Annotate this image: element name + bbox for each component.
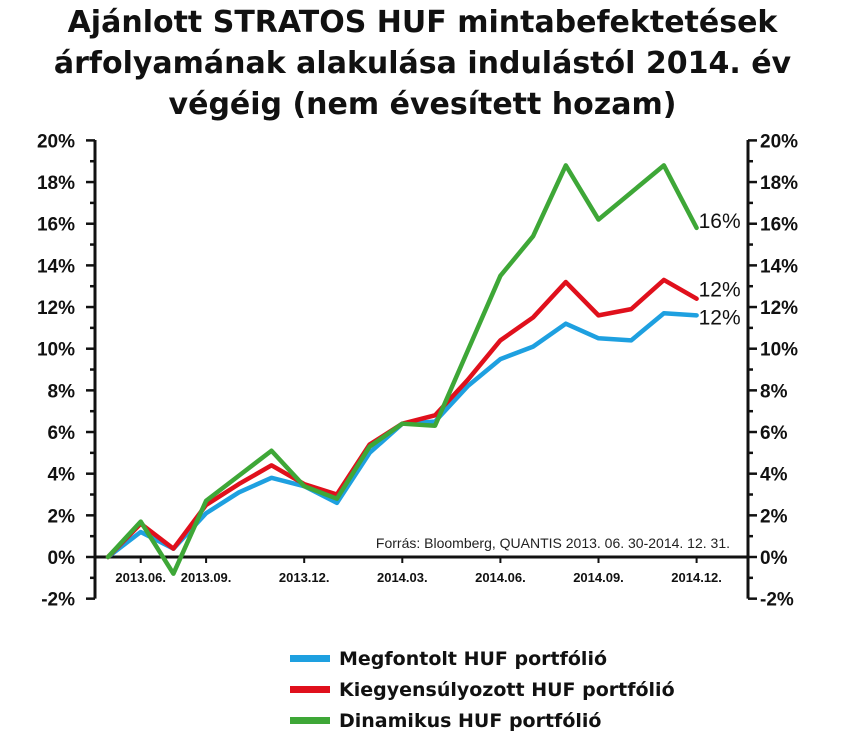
y-tick-label-left: 16% bbox=[37, 215, 75, 236]
legend-item-dinamikus: Dinamikus HUF portfólió bbox=[290, 705, 675, 736]
legend-swatch-megfontolt bbox=[290, 655, 330, 662]
y-tick-label-right: 2% bbox=[760, 506, 788, 527]
y-tick-label-left: 0% bbox=[48, 548, 76, 569]
y-axis-right-ticks: 20% 18% 16% 14% 12% 10% 8% 6% 4% 2% 0% -2% bbox=[748, 131, 798, 611]
y-tick-label-left: 2% bbox=[48, 506, 76, 527]
x-axis-ticks: 2013.06. 2013.09. 2013.12. 2014.03. 2014.06.… bbox=[115, 557, 722, 585]
series-end-label-dinamikus: 16% bbox=[699, 210, 741, 233]
series-end-labels: 12% 12% 16% bbox=[699, 210, 741, 329]
legend-label-dinamikus: Dinamikus HUF portfólió bbox=[339, 709, 602, 732]
y-tick-label-right: 4% bbox=[760, 465, 788, 486]
y-tick-label-left: -2% bbox=[41, 590, 75, 611]
y-tick-label-right: 16% bbox=[760, 215, 798, 236]
series-end-label-megfontolt: 12% bbox=[699, 306, 741, 329]
y-tick-label-right: 20% bbox=[760, 131, 798, 152]
chart-legend: Megfontolt HUF portfólió Kiegyensúlyozot… bbox=[290, 643, 675, 736]
legend-swatch-kiegyensulyozott bbox=[290, 686, 330, 693]
y-axis-left-ticks: 20% 18% 16% 14% 12% 10% 8% 6% 4% 2% 0% -2% bbox=[37, 131, 95, 611]
series-end-label-kiegyensulyozott: 12% bbox=[699, 279, 741, 302]
legend-swatch-dinamikus bbox=[290, 717, 330, 724]
y-tick-label-left: 8% bbox=[48, 381, 76, 402]
y-tick-label-left: 14% bbox=[37, 256, 75, 277]
chart-title-line-3: végéig (nem évesített hozam) bbox=[168, 87, 677, 122]
source-note: Forrás: Bloomberg, QUANTIS 2013. 06. 30-… bbox=[376, 535, 730, 551]
y-tick-label-left: 4% bbox=[48, 465, 76, 486]
legend-item-kiegyensulyozott: Kiegyensúlyozott HUF portfólió bbox=[290, 674, 675, 705]
y-tick-label-right: 6% bbox=[760, 423, 788, 444]
y-tick-label-right: 8% bbox=[760, 381, 788, 402]
chart-title-line-2: árfolyamának alakulása indulástól 2014. … bbox=[53, 46, 792, 81]
x-tick-label: 2014.06. bbox=[475, 570, 526, 585]
legend-label-kiegyensulyozott: Kiegyensúlyozott HUF portfólió bbox=[339, 678, 675, 701]
chart-title: Ajánlott STRATOS HUF mintabefektetések á… bbox=[0, 2, 845, 125]
line-chart: 20% 18% 16% 14% 12% 10% 8% 6% 4% 2% 0% -2% 20% 18% 16… bbox=[37, 131, 798, 611]
legend-item-megfontolt: Megfontolt HUF portfólió bbox=[290, 643, 675, 674]
chart-series bbox=[105, 163, 699, 576]
y-tick-label-right: 10% bbox=[760, 340, 798, 361]
x-tick-label: 2013.12. bbox=[279, 570, 330, 585]
y-tick-label-right: -2% bbox=[760, 590, 794, 611]
series-line-kiegyensulyozott bbox=[105, 277, 699, 560]
y-tick-label-right: 0% bbox=[760, 548, 788, 569]
x-tick-label: 2014.09. bbox=[573, 570, 624, 585]
x-tick-label: 2014.12. bbox=[671, 570, 722, 585]
x-tick-label: 2013.06. bbox=[115, 570, 166, 585]
x-tick-label: 2013.09. bbox=[181, 570, 232, 585]
y-tick-label-right: 14% bbox=[760, 256, 798, 277]
y-tick-label-left: 6% bbox=[48, 423, 76, 444]
y-tick-label-left: 10% bbox=[37, 340, 75, 361]
y-tick-label-left: 20% bbox=[37, 131, 75, 152]
y-tick-label-right: 12% bbox=[760, 298, 798, 319]
y-tick-label-right: 18% bbox=[760, 173, 798, 194]
series-line-dinamikus bbox=[105, 163, 699, 576]
y-tick-label-left: 12% bbox=[37, 298, 75, 319]
y-tick-label-left: 18% bbox=[37, 173, 75, 194]
x-tick-label: 2014.03. bbox=[377, 570, 428, 585]
legend-label-megfontolt: Megfontolt HUF portfólió bbox=[339, 647, 608, 670]
chart-title-line-1: Ajánlott STRATOS HUF mintabefektetések bbox=[67, 5, 778, 40]
